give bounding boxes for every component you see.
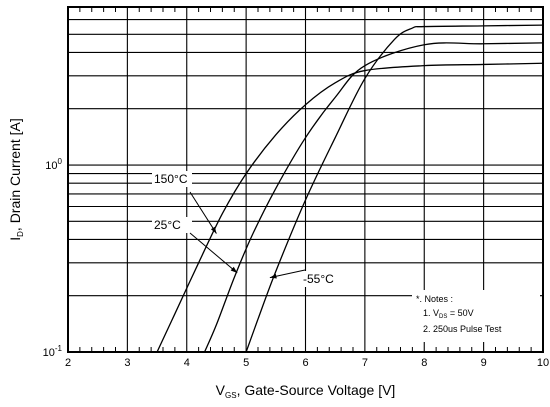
x-tick-label: 2: [65, 357, 71, 369]
x-tick-label: 9: [481, 357, 487, 369]
leader-arrowhead: [230, 266, 238, 273]
x-tick-label: 8: [421, 357, 427, 369]
y-tick-label: 10-1: [43, 344, 63, 359]
y-tick-label: 100: [45, 157, 62, 172]
x-tick-label: 3: [124, 357, 130, 369]
series-label: 25°C: [154, 218, 181, 232]
plot-frame: [67, 6, 544, 353]
notes-line-1: 1. VDS = 50V: [423, 308, 474, 320]
x-axis-label: VGS, Gate-Source Voltage [V]: [216, 382, 396, 400]
leader-arrowhead: [269, 273, 277, 279]
leader-arrowhead: [210, 226, 217, 234]
tick-labels: 2 3 4 5 6 7 8 9 10 10-1 100: [43, 157, 550, 369]
leader-line: [189, 232, 238, 274]
series-label-bg: [301, 271, 341, 287]
series-line-0: [156, 62, 543, 352]
x-tick-label: 5: [243, 357, 249, 369]
x-tick-label: 6: [302, 357, 308, 369]
notes-line-2: 2. 250us Pulse Test: [423, 324, 502, 334]
y-axis-label: ID, Drain Current [A]: [7, 118, 25, 241]
series-label-bg: [152, 171, 192, 187]
series-annotations: 150°C 25°C -55°C: [152, 171, 341, 287]
notes-title: *. Notes :: [416, 294, 453, 304]
x-tick-label: 4: [184, 357, 190, 369]
series-label-bg: [152, 217, 192, 233]
series-layer: [156, 24, 543, 352]
x-tick-label: 7: [362, 357, 368, 369]
x-tick-label: 10: [537, 357, 549, 369]
leader-line: [189, 191, 217, 234]
grid: [68, 7, 543, 352]
notes-box: *. Notes : 1. VDS = 50V 2. 250us Pulse T…: [412, 290, 540, 342]
series-line-1: [203, 42, 543, 352]
series-label: -55°C: [303, 272, 334, 286]
series-label: 150°C: [154, 172, 188, 186]
series-line-2: [245, 24, 543, 352]
